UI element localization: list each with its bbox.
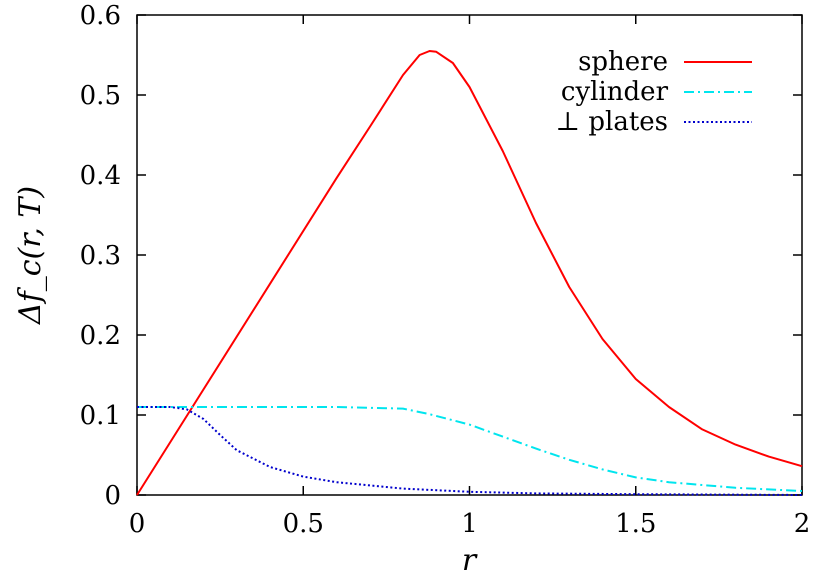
y-tick-label: 0.6	[80, 1, 121, 31]
y-tick-label: 0.1	[80, 401, 121, 431]
x-tick-label: 1	[461, 509, 478, 539]
x-tick-label: 1.5	[615, 509, 656, 539]
x-tick-label: 0.5	[283, 509, 324, 539]
x-tick-label: 0	[129, 509, 146, 539]
y-axis-label: Δf_c(r, T)	[13, 186, 48, 325]
y-tick-label: 0	[104, 481, 121, 511]
legend-label: ⊥ plates	[556, 107, 668, 137]
y-tick-label: 0.2	[80, 321, 121, 351]
y-tick-label: 0.5	[80, 81, 121, 111]
y-tick-label: 0.4	[80, 161, 121, 191]
legend-label: cylinder	[561, 77, 669, 107]
y-tick-label: 0.3	[80, 241, 121, 271]
series-line	[137, 406, 803, 496]
series-line	[137, 406, 803, 492]
axis-tick-labels: 0 0.5 1 1.5 2 0 0.1 0.2 0.3 0.4 0.5 0.6	[80, 1, 811, 539]
series-line	[136, 50, 803, 496]
series-lines	[136, 50, 803, 496]
legend-label: sphere	[578, 47, 668, 77]
x-axis-label: r	[462, 543, 478, 575]
x-tick-label: 2	[794, 509, 811, 539]
